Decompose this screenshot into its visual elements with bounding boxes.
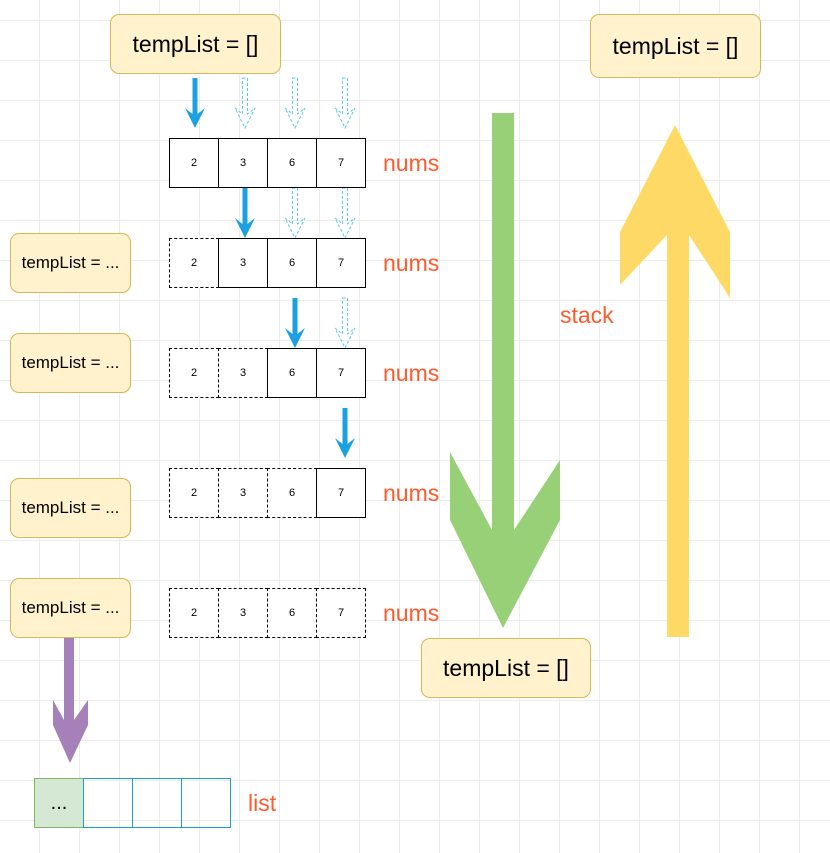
down-arrow-icon — [335, 408, 355, 458]
nums-label: nums — [383, 250, 440, 276]
list-cell: ... — [34, 778, 84, 828]
array-cell: 6 — [267, 468, 317, 518]
dashed-down-arrow-icon — [284, 187, 306, 240]
templist-side-box: tempList = ... — [10, 478, 131, 538]
stack-label: stack — [560, 302, 614, 328]
result-list: ... — [34, 778, 231, 828]
templist-start-box: tempList = [] — [110, 14, 281, 74]
list-cell — [83, 778, 133, 828]
nums-label: nums — [383, 480, 440, 506]
dashed-down-arrow-icon — [334, 187, 356, 240]
array-cell: 7 — [316, 238, 366, 288]
add-to-list-arrow-icon — [53, 632, 88, 763]
templist-top-right-box: tempList = [] — [590, 14, 761, 78]
nums-label: nums — [383, 360, 440, 386]
array-cell: 7 — [316, 588, 366, 638]
array-cell: 6 — [267, 348, 317, 398]
array-cell: 6 — [267, 138, 317, 188]
array-cell: 6 — [267, 588, 317, 638]
stack-pop-up-arrow-icon — [620, 125, 730, 637]
templist-side-box: tempList = ... — [10, 233, 131, 293]
array-cell: 2 — [169, 238, 219, 288]
dashed-down-arrow-icon — [234, 77, 256, 130]
array-cell: 3 — [218, 238, 268, 288]
array-cell: 2 — [169, 468, 219, 518]
array-cell: 3 — [218, 138, 268, 188]
down-arrow-icon — [235, 188, 255, 238]
templist-side-box: tempList = ... — [10, 578, 131, 638]
list-cell — [181, 778, 231, 828]
list-cell — [132, 778, 182, 828]
templist-side-box: tempList = ... — [10, 333, 131, 393]
array-cell: 7 — [316, 138, 366, 188]
dashed-down-arrow-icon — [334, 297, 356, 350]
nums-label: nums — [383, 600, 440, 626]
dashed-down-arrow-icon — [334, 77, 356, 130]
array-cell: 3 — [218, 348, 268, 398]
list-label: list — [248, 790, 277, 816]
array-cell: 3 — [218, 588, 268, 638]
down-arrow-icon — [185, 78, 205, 128]
array-cell: 7 — [316, 468, 366, 518]
array-cell: 3 — [218, 468, 268, 518]
array-cell: 2 — [169, 588, 219, 638]
down-arrow-icon — [285, 298, 305, 348]
stack-push-down-arrow-icon — [450, 113, 560, 628]
nums-label: nums — [383, 150, 440, 176]
array-cell: 7 — [316, 348, 366, 398]
templist-bottom-box: tempList = [] — [421, 638, 591, 698]
array-cell: 6 — [267, 238, 317, 288]
dashed-down-arrow-icon — [284, 77, 306, 130]
array-cell: 2 — [169, 348, 219, 398]
array-cell: 2 — [169, 138, 219, 188]
